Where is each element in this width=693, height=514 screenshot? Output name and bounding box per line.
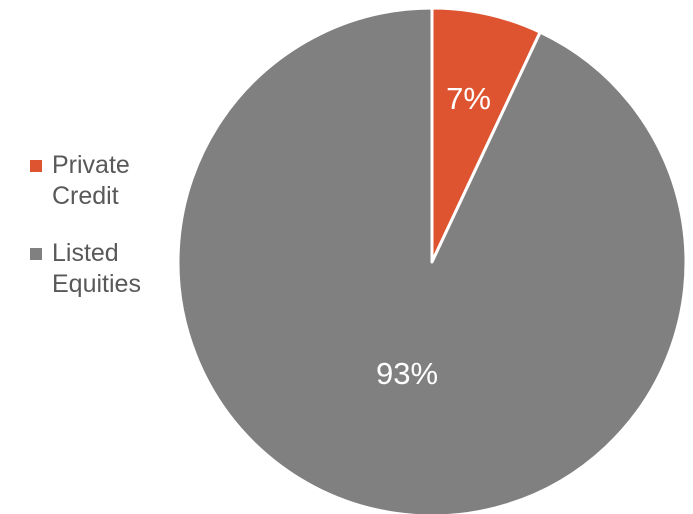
legend-label-listed-equities: Listed Equities [52, 239, 141, 298]
pie-slice-listed-equities [176, 6, 688, 514]
data-label-listed-equities: 93% [376, 356, 438, 391]
legend-swatch-private-credit [30, 160, 42, 172]
pie-slice-private-credit [430, 6, 542, 264]
legend: Private Credit Listed Equities [30, 150, 180, 300]
legend-item-private-credit: Private Credit [30, 150, 180, 212]
data-label-private-credit: 7% [446, 81, 491, 116]
legend-swatch-listed-equities [30, 248, 42, 260]
legend-label-private-credit: Private Credit [52, 151, 130, 210]
legend-item-listed-equities: Listed Equities [30, 238, 180, 300]
